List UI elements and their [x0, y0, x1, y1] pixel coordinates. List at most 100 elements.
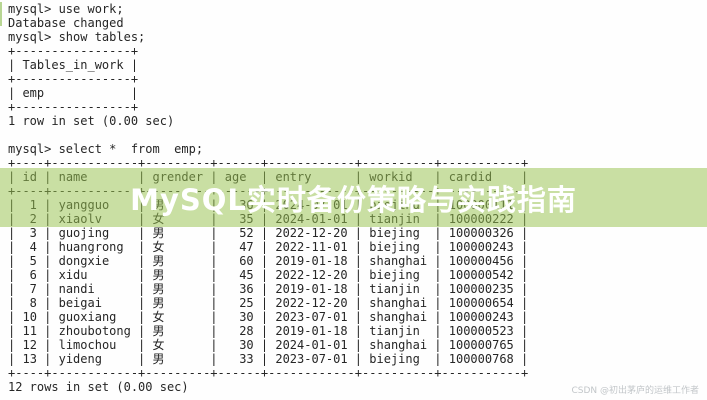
table-row: | 13 | yideng | 男 | 33 | 2023-07-01 | bi…: [8, 352, 529, 366]
table-cell: 36: [239, 198, 254, 212]
table-cell: 女: [152, 240, 165, 254]
table-cell: 100000768: [448, 352, 514, 366]
table-cell: 60: [239, 254, 254, 268]
table-cell: xidu: [58, 268, 88, 282]
table-cell: guoxiang: [58, 310, 117, 324]
table-cell: 2022-12-20: [275, 296, 348, 310]
table-cell: 11: [22, 324, 37, 338]
table-cell: limochou: [58, 338, 117, 352]
table-cell: 2024-01-01: [275, 212, 348, 226]
table-cell: 女: [152, 338, 165, 352]
table-cell: huangrong: [58, 240, 124, 254]
table-cell: shanghai: [369, 296, 428, 310]
table-cell: 男: [152, 324, 165, 338]
cmd-select-emp: mysql> select * from emp;: [8, 142, 204, 156]
table-cell: 4: [29, 240, 37, 254]
table-cell: biejing: [369, 198, 420, 212]
table-cell: 女: [152, 212, 165, 226]
table-cell: 33: [239, 352, 254, 366]
column-header: cardid: [448, 170, 493, 184]
table-row: | 8 | beigai | 男 | 25 | 2022-12-20 | sha…: [8, 296, 529, 310]
table-separator: +----+------------+---------+------+----…: [8, 156, 529, 170]
table-cell: 男: [152, 282, 165, 296]
msg-select-status: 12 rows in set (0.00 sec): [8, 380, 189, 394]
table-cell: 100000235: [448, 282, 514, 296]
table-cell: 10: [22, 310, 37, 324]
table-cell: 5: [29, 254, 37, 268]
table-cell: 100000326: [448, 226, 514, 240]
blank-line: [8, 128, 707, 142]
table-cell: 2024-07-01: [275, 198, 348, 212]
table-cell: 100000243: [448, 310, 514, 324]
table-cell: 30: [239, 310, 254, 324]
table-cell: 2023-07-01: [275, 310, 348, 324]
table-cell: 8: [29, 296, 37, 310]
table-row: | 2 | xiaolv | 女 | 35 | 2024-01-01 | tia…: [8, 212, 529, 226]
table-cell: 100000243: [448, 240, 514, 254]
table-cell: 100000222: [448, 212, 514, 226]
table-cell: 2: [29, 212, 37, 226]
table-cell: 男: [152, 198, 165, 212]
cmd-show-tables: mysql> show tables;: [8, 30, 146, 44]
table-cell: dongxie: [58, 254, 110, 268]
table-cell: 100000765: [448, 338, 514, 352]
column-header: entry: [275, 170, 312, 184]
table-cell: 47: [239, 240, 254, 254]
table-cell: shanghai: [369, 254, 428, 268]
table-cell: shanghai: [369, 338, 428, 352]
table-row: | 6 | xidu | 男 | 45 | 2022-12-20 | bieji…: [8, 268, 529, 282]
column-header: age: [224, 170, 247, 184]
table-cell: 女: [152, 310, 165, 324]
table-cell: tianjin: [369, 212, 420, 226]
table-cell: 100000456: [448, 254, 514, 268]
table-row: | 4 | huangrong | 女 | 47 | 2022-11-01 | …: [8, 240, 529, 254]
table-cell: biejing: [369, 268, 420, 282]
column-header: grender: [152, 170, 204, 184]
table-row: | 10 | guoxiang | 女 | 30 | 2023-07-01 | …: [8, 310, 529, 324]
table-cell: 3: [29, 226, 37, 240]
table-cell: 男: [152, 226, 165, 240]
table-cell: biejing: [369, 352, 420, 366]
table-cell: 12: [22, 338, 37, 352]
table-cell: 100000523: [448, 324, 514, 338]
table-cell: 52: [239, 226, 254, 240]
table-cell: tianjin: [369, 324, 420, 338]
column-header: workid: [369, 170, 413, 184]
table-cell: shanghai: [369, 310, 428, 324]
table-cell: zhoubotong: [58, 324, 131, 338]
table-cell: 25: [239, 296, 254, 310]
table-cell: 男: [152, 254, 165, 268]
column-header: name: [58, 170, 88, 184]
table-separator: +----+------------+---------+------+----…: [8, 366, 529, 380]
table-cell: 2022-12-20: [275, 268, 348, 282]
table-cell: 2019-01-18: [275, 324, 348, 338]
table-cell: nandi: [58, 282, 95, 296]
table-row: | 1 | yangguo | 男 | 36 | 2024-07-01 | bi…: [8, 198, 529, 212]
table-cell: 7: [29, 282, 37, 296]
table-cell: 45: [239, 268, 254, 282]
cmd-use-work: mysql> use work;: [8, 2, 124, 16]
column-header: id: [22, 170, 37, 184]
table-cell: 2022-11-01: [275, 240, 348, 254]
table-cell: yideng: [58, 352, 102, 366]
table-cell: 2023-07-01: [275, 352, 348, 366]
table-cell: 100000111: [448, 198, 514, 212]
table-cell: guojing: [58, 226, 110, 240]
table-cell: xiaolv: [58, 212, 102, 226]
csdn-watermark: CSDN @初出茅庐的运维工作者: [571, 386, 699, 396]
table-cell: biejing: [369, 226, 420, 240]
table-separator: +----+------------+---------+------+----…: [8, 184, 529, 198]
table-cell: 13: [22, 352, 37, 366]
table-row: | 3 | guojing | 男 | 52 | 2022-12-20 | bi…: [8, 226, 529, 240]
table-cell: 2022-12-20: [275, 226, 348, 240]
table-cell: biejing: [369, 240, 420, 254]
table-cell: 36: [239, 282, 254, 296]
table-cell: 2024-01-01: [275, 338, 348, 352]
table-cell: 男: [152, 296, 165, 310]
table-cell: 男: [152, 268, 165, 282]
table-cell: 100000654: [448, 296, 514, 310]
table-cell: 2019-01-18: [275, 282, 348, 296]
table-cell: 35: [239, 212, 254, 226]
